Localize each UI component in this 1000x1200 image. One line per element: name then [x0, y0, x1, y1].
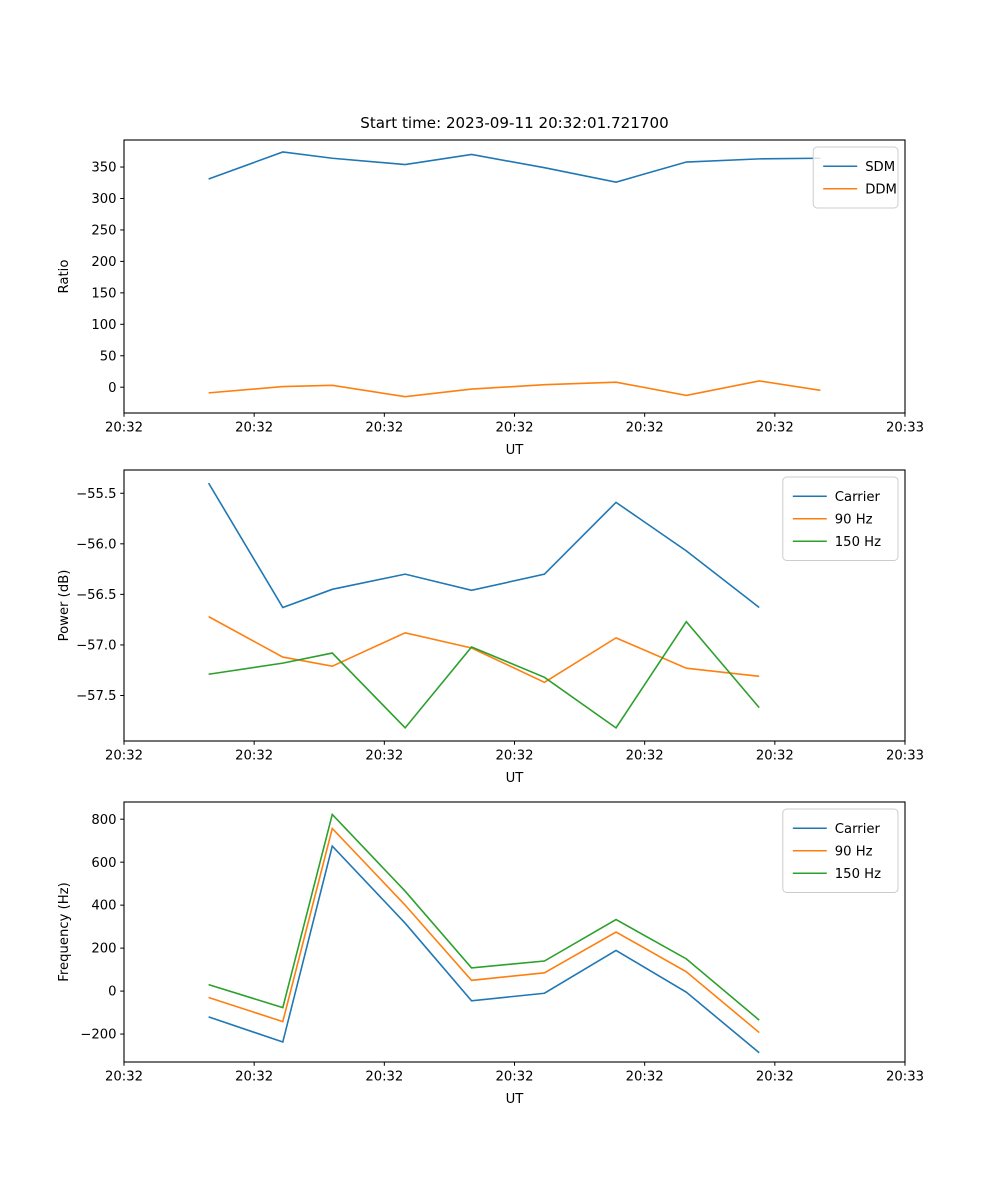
legend-label-carrier: Carrier: [835, 822, 881, 837]
y-axis-ticks: 0 50 100 150 200 250 300 350: [91, 161, 124, 396]
x-axis-ticks: 20:32 20:32 20:32 20:32 20:32 20:32 20:33: [105, 741, 924, 764]
x-tick-label: 20:32: [235, 1070, 273, 1085]
legend-label-90-hz: 90 Hz: [835, 512, 873, 527]
legend: SDM DDM: [812, 146, 899, 209]
y-tick-label: 0: [108, 381, 116, 396]
x-tick-label: 20:32: [756, 421, 794, 436]
y-tick-label: 100: [91, 318, 116, 333]
legend-box: [782, 808, 899, 893]
series-line-150-hz: [208, 620, 760, 730]
data-lines: [208, 812, 760, 1054]
x-axis-ticks: 20:32 20:32 20:32 20:32 20:32 20:32 20:33: [105, 1062, 924, 1085]
y-tick-label: 200: [91, 255, 116, 270]
x-axis-ticks: 20:32 20:32 20:32 20:32 20:32 20:32 20:33: [105, 413, 924, 436]
series-line-150-hz: [208, 812, 760, 1021]
x-tick-label: 20:32: [495, 1070, 533, 1085]
x-axis-label: UT: [506, 771, 525, 786]
series-line-90-hz: [208, 826, 760, 1034]
x-tick-label: 20:32: [365, 421, 403, 436]
legend: Carrier 90 Hz 150 Hz: [782, 808, 899, 893]
y-tick-label: −57.5: [76, 689, 116, 704]
x-axis-label: UT: [506, 1092, 525, 1107]
x-tick-label: 20:32: [105, 421, 143, 436]
x-tick-label: 20:32: [756, 1070, 794, 1085]
x-axis-label: UT: [506, 443, 525, 458]
legend-box: [782, 476, 899, 561]
y-axis-label: Ratio: [57, 260, 72, 294]
x-tick-label: 20:32: [626, 1070, 664, 1085]
series-line-carrier: [207, 482, 760, 609]
x-tick-label: 20:32: [235, 749, 273, 764]
y-tick-label: 400: [91, 899, 116, 914]
y-tick-label: 350: [91, 161, 116, 176]
legend-label-sdm: SDM: [865, 160, 895, 175]
series-line-carrier: [208, 844, 760, 1054]
data-lines: [208, 151, 821, 398]
legend-label-90-hz: 90 Hz: [835, 844, 873, 859]
y-tick-label: 200: [91, 942, 116, 957]
x-tick-label: 20:33: [886, 1070, 924, 1085]
x-tick-label: 20:32: [235, 421, 273, 436]
y-tick-label: −200: [80, 1028, 116, 1043]
y-tick-label: 50: [100, 349, 117, 364]
series-line-90-hz: [208, 615, 760, 684]
x-tick-label: 20:32: [626, 749, 664, 764]
legend-label-carrier: Carrier: [835, 490, 881, 505]
page-title: Start time: 2023-09-11 20:32:01.721700: [360, 114, 668, 132]
x-tick-label: 20:32: [626, 421, 664, 436]
y-tick-label: 0: [108, 985, 116, 1000]
y-axis-ticks: −200 0 200 400 600 800: [80, 813, 124, 1043]
x-tick-label: 20:32: [365, 1070, 403, 1085]
y-axis-label: Power (dB): [57, 570, 72, 642]
x-tick-label: 20:32: [495, 749, 533, 764]
data-lines: [207, 482, 760, 730]
series-line-ddm: [208, 380, 821, 398]
legend-box: [812, 146, 899, 209]
x-tick-label: 20:32: [495, 421, 533, 436]
series-line-sdm: [208, 151, 821, 183]
y-tick-label: −55.5: [76, 487, 116, 502]
y-axis-ticks: −55.5 −56.0 −56.5 −57.0 −57.5: [76, 487, 124, 704]
x-tick-label: 20:32: [105, 749, 143, 764]
x-tick-label: 20:33: [886, 749, 924, 764]
subplot-1: 20:32 20:32 20:32 20:32 20:32 20:32 20:33 0 50 10…: [57, 139, 924, 458]
x-tick-label: 20:32: [365, 749, 403, 764]
x-tick-label: 20:32: [756, 749, 794, 764]
y-tick-label: 600: [91, 856, 116, 871]
subplot-2: 20:32 20:32 20:32 20:32 20:32 20:32 20:33 −55.5…: [57, 469, 924, 786]
y-tick-label: −56.0: [76, 537, 116, 552]
legend-label-150-hz: 150 Hz: [835, 867, 881, 882]
y-tick-label: −56.5: [76, 588, 116, 603]
y-tick-label: 250: [91, 224, 116, 239]
legend-label-ddm: DDM: [865, 182, 897, 197]
legend: Carrier 90 Hz 150 Hz: [782, 476, 899, 561]
axes-frame: [123, 139, 906, 414]
legend-label-150-hz: 150 Hz: [835, 535, 881, 550]
y-tick-label: −57.0: [76, 639, 116, 654]
subplot-3: 20:32 20:32 20:32 20:32 20:32 20:32 20:33 −200 0…: [57, 801, 924, 1107]
figure-title-group: Start time: 2023-09-11 20:32:01.721700: [360, 114, 668, 132]
x-tick-label: 20:33: [886, 421, 924, 436]
y-tick-label: 150: [91, 286, 116, 301]
x-tick-label: 20:32: [105, 1070, 143, 1085]
y-tick-label: 800: [91, 813, 116, 828]
y-tick-label: 300: [91, 192, 116, 207]
y-axis-label: Frequency (Hz): [57, 882, 72, 981]
